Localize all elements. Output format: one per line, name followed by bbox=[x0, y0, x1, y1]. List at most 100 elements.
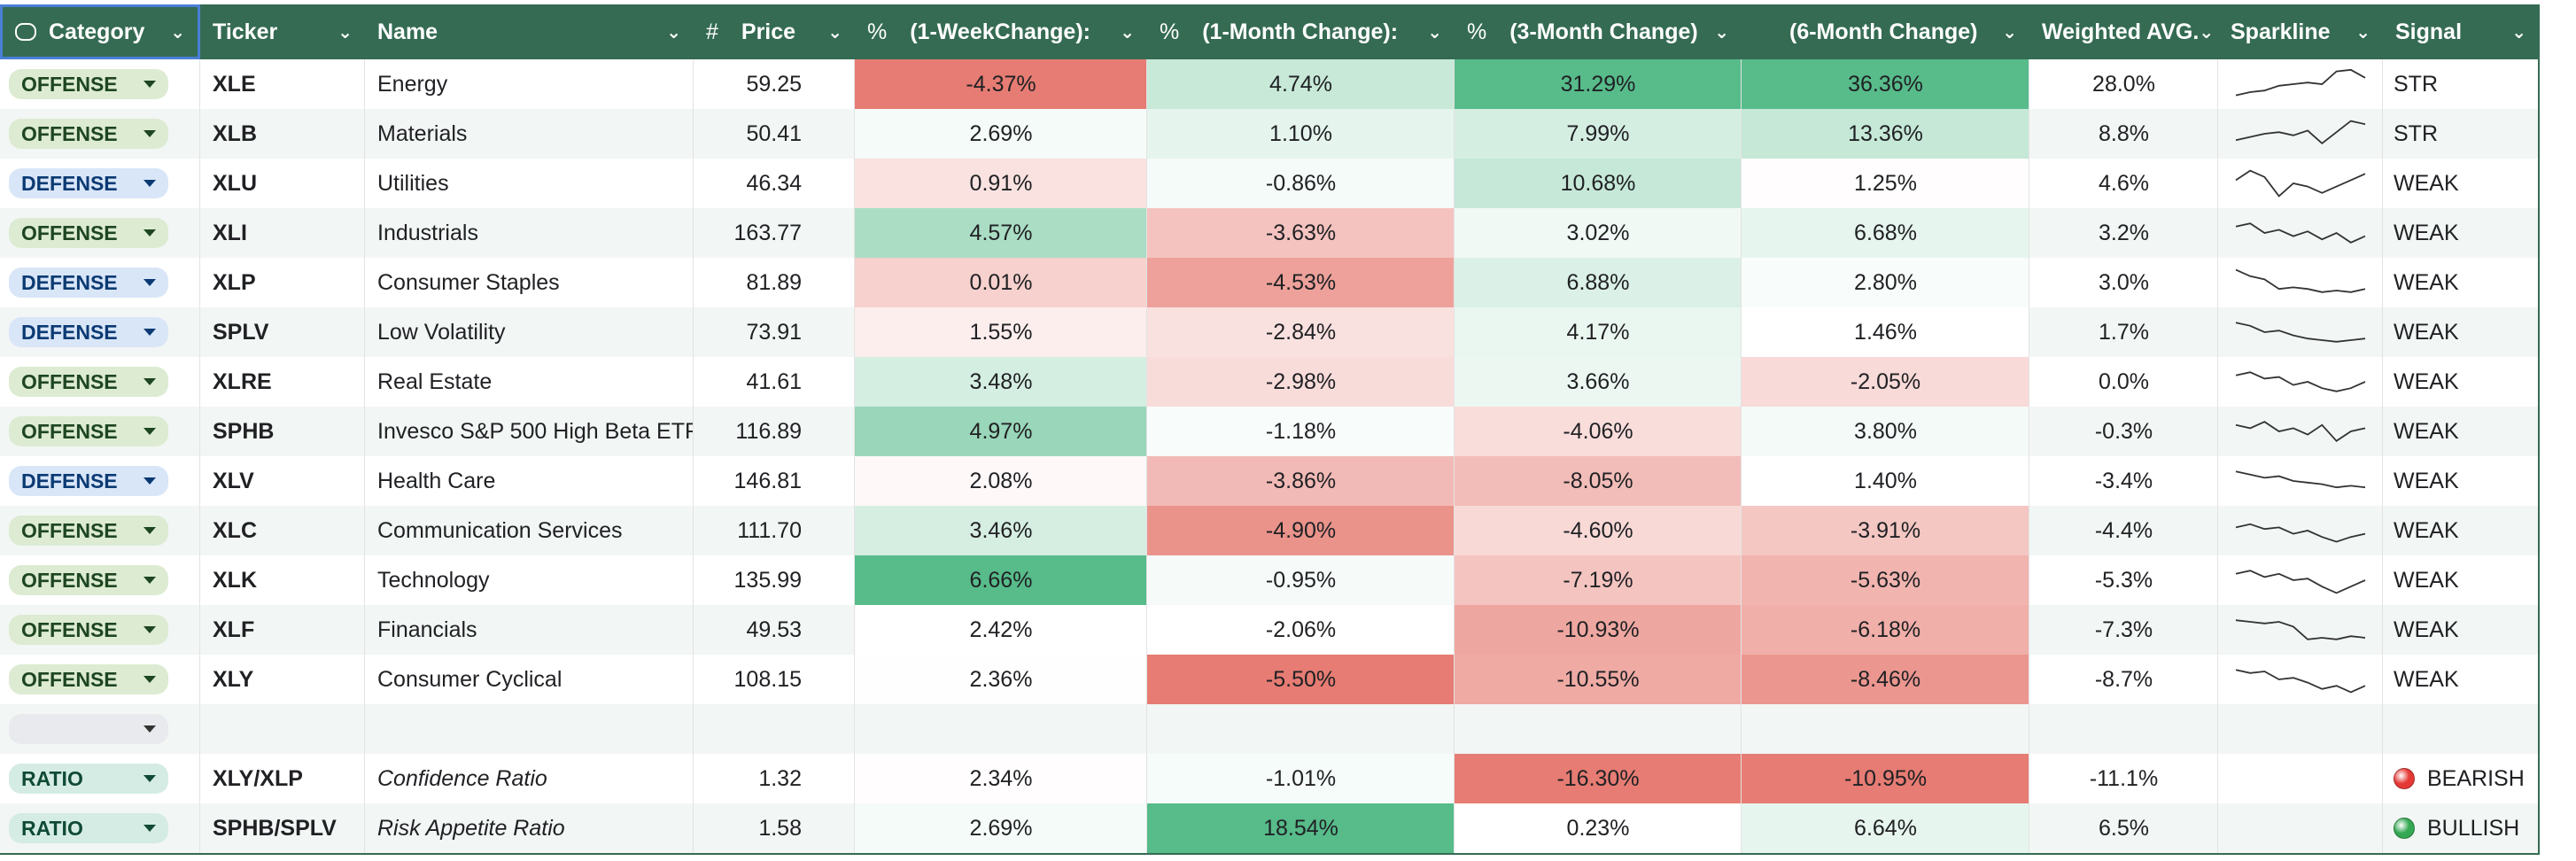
column-header[interactable]: Weighted AVG. ⌄ bbox=[2029, 4, 2218, 59]
change-value: 7.99% bbox=[1566, 120, 1630, 146]
change-cell: -4.60% bbox=[1455, 506, 1742, 555]
weighted-avg: -3.4% bbox=[2094, 468, 2153, 493]
category-chip[interactable]: RATIO bbox=[9, 813, 168, 843]
name: Communication Services bbox=[377, 517, 623, 543]
sparkline bbox=[2235, 169, 2366, 198]
category-cell: OFFENSE bbox=[0, 506, 200, 555]
column-header[interactable]: # Price ⌄ bbox=[694, 4, 855, 59]
change-cell: -16.30% bbox=[1455, 754, 1742, 803]
ticker-cell: XLU bbox=[200, 159, 365, 208]
weighted-cell: -7.3% bbox=[2029, 605, 2218, 655]
sparkline-cell bbox=[2218, 456, 2383, 506]
ticker-cell: XLK bbox=[200, 555, 365, 605]
category-label: OFFENSE bbox=[21, 121, 118, 145]
change-cell: 1.40% bbox=[1742, 456, 2029, 506]
sparkline bbox=[2235, 421, 2366, 442]
change-cell: -7.19% bbox=[1455, 555, 1742, 605]
category-cell: OFFENSE bbox=[0, 605, 200, 655]
column-header[interactable]: % (1-Month Change): ⌄ bbox=[1147, 4, 1455, 59]
change-value: -4.37% bbox=[966, 71, 1036, 97]
category-label: RATIO bbox=[21, 766, 83, 790]
signal: STR bbox=[2394, 71, 2438, 97]
dropdown-arrow: ⌄ bbox=[2199, 22, 2215, 43]
category-chip[interactable]: RATIO bbox=[9, 764, 168, 794]
signal: BEARISH bbox=[2427, 765, 2525, 791]
column-header[interactable]: Name ⌄ bbox=[365, 4, 694, 59]
category-chip[interactable]: OFFENSE bbox=[9, 367, 168, 397]
column-header[interactable]: (6-Month Change) ⌄ bbox=[1742, 4, 2029, 59]
price: 41.61 bbox=[746, 368, 802, 394]
change-value: 6.66% bbox=[969, 567, 1033, 593]
price: 111.70 bbox=[737, 517, 802, 543]
change-value: 1.46% bbox=[1854, 319, 1917, 345]
weighted-cell: -0.3% bbox=[2029, 407, 2218, 456]
category-chip[interactable]: OFFENSE bbox=[9, 218, 168, 248]
category-chip[interactable]: DEFENSE bbox=[9, 466, 168, 496]
category-chip[interactable] bbox=[9, 714, 168, 744]
column-header[interactable]: Category ⌄ bbox=[0, 4, 200, 59]
name-cell: Technology bbox=[365, 555, 694, 605]
signal: WEAK bbox=[2394, 468, 2459, 493]
header-prefix: # bbox=[706, 19, 718, 44]
category-chip[interactable]: DEFENSE bbox=[9, 317, 168, 347]
price: 1.58 bbox=[758, 815, 802, 841]
sparkline-line bbox=[2235, 421, 2366, 442]
change-cell: -5.50% bbox=[1147, 655, 1455, 704]
price-cell: 81.89 bbox=[694, 258, 855, 307]
change-value: 13.36% bbox=[1848, 120, 1923, 146]
price: 108.15 bbox=[733, 666, 802, 692]
name-cell: Energy bbox=[365, 59, 694, 109]
name: Real Estate bbox=[377, 368, 493, 394]
dropdown-arrow: ⌄ bbox=[827, 22, 842, 43]
change-value: -3.86% bbox=[1265, 468, 1337, 493]
column-header[interactable]: Ticker ⌄ bbox=[200, 4, 365, 59]
dropdown-arrow: ⌄ bbox=[2511, 22, 2526, 43]
category-cell bbox=[0, 704, 200, 754]
price-cell: 135.99 bbox=[694, 555, 855, 605]
chip-arrow bbox=[144, 725, 156, 733]
name-cell: Confidence Ratio bbox=[365, 754, 694, 803]
change-cell: -4.06% bbox=[1455, 407, 1742, 456]
signal-cell: WEAK bbox=[2383, 605, 2539, 655]
change-cell: -3.63% bbox=[1147, 208, 1455, 258]
chip-arrow bbox=[144, 378, 156, 385]
change-value: -4.06% bbox=[1563, 418, 1633, 444]
change-value: -8.05% bbox=[1563, 468, 1633, 493]
column-header[interactable]: Signal ⌄ bbox=[2383, 4, 2539, 59]
sparkline bbox=[2235, 120, 2366, 144]
change-value: -0.95% bbox=[1265, 567, 1337, 593]
chip-arrow bbox=[144, 229, 156, 237]
sparkline-cell bbox=[2218, 59, 2383, 109]
category-chip[interactable]: OFFENSE bbox=[9, 416, 168, 446]
column-header[interactable]: % (3-Month Change) ⌄ bbox=[1455, 4, 1742, 59]
chip-arrow bbox=[144, 676, 156, 683]
sparkline bbox=[2235, 222, 2366, 244]
name: Industrials bbox=[377, 220, 478, 245]
change-value: 1.40% bbox=[1854, 468, 1917, 493]
category-chip[interactable]: OFFENSE bbox=[9, 69, 168, 99]
signal: STR bbox=[2394, 120, 2438, 146]
column-header[interactable]: Sparkline ⌄ bbox=[2218, 4, 2383, 59]
change-value: 6.64% bbox=[1854, 815, 1917, 841]
name-cell: Real Estate bbox=[365, 357, 694, 407]
change-value: 6.68% bbox=[1854, 220, 1917, 245]
change-cell: -2.05% bbox=[1742, 357, 2029, 407]
change-cell: 3.48% bbox=[855, 357, 1147, 407]
header-label: Name bbox=[377, 19, 438, 44]
category-label: OFFENSE bbox=[21, 419, 118, 443]
column-header[interactable]: % (1-WeekChange): ⌄ bbox=[855, 4, 1147, 59]
price: 135.99 bbox=[733, 567, 802, 593]
change-cell: -2.84% bbox=[1147, 307, 1455, 357]
category-chip[interactable]: OFFENSE bbox=[9, 119, 168, 149]
change-cell: 4.57% bbox=[855, 208, 1147, 258]
price: 116.89 bbox=[735, 418, 802, 444]
category-chip[interactable]: DEFENSE bbox=[9, 168, 168, 198]
category-chip[interactable]: OFFENSE bbox=[9, 516, 168, 546]
category-chip[interactable]: OFFENSE bbox=[9, 664, 168, 694]
category-chip[interactable]: DEFENSE bbox=[9, 268, 168, 298]
category-chip[interactable]: OFFENSE bbox=[9, 615, 168, 645]
category-chip[interactable]: OFFENSE bbox=[9, 565, 168, 595]
category-label: OFFENSE bbox=[21, 72, 118, 96]
chip-arrow bbox=[144, 527, 156, 534]
